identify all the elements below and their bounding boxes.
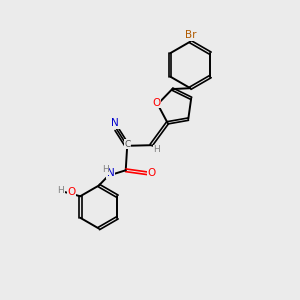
Text: C: C: [124, 140, 130, 149]
Text: N: N: [111, 118, 119, 128]
Text: H: H: [153, 145, 160, 154]
Text: O: O: [152, 98, 160, 108]
Text: O: O: [148, 168, 156, 178]
Text: H: H: [57, 186, 64, 195]
Text: Br: Br: [184, 30, 196, 40]
Text: O: O: [68, 188, 76, 197]
Text: N: N: [107, 168, 115, 178]
Text: H: H: [102, 165, 109, 174]
